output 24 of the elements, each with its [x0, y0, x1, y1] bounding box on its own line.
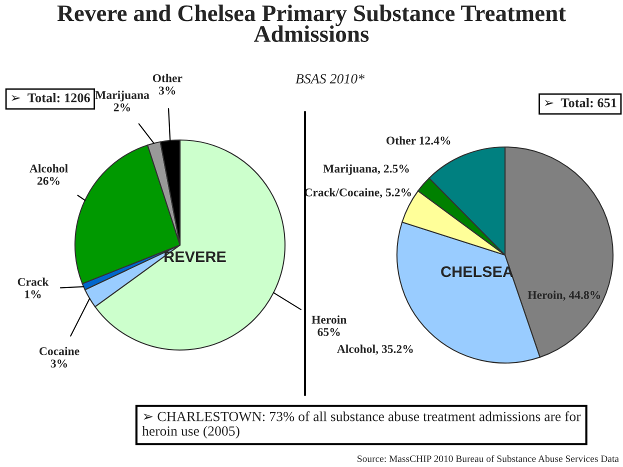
source-note: Source: MassCHIP 2010 Bureau of Substance Abuse Services Data	[358, 455, 619, 462]
slice-label: Crack	[18, 278, 49, 286]
slice-label: Heroin	[312, 315, 347, 324]
data-label: 1%	[25, 290, 41, 298]
slice-label: Heroin, 44.8%	[528, 290, 600, 301]
text: ➢ Total: 1206	[11, 93, 90, 102]
text: ➢ Total: 651	[544, 98, 616, 108]
slice-label: Marijuana	[95, 90, 150, 102]
data-label: 2%	[114, 103, 130, 112]
data-label: 26%	[37, 176, 60, 185]
text: ➢ CHARLESTOWN: 73% of all substance abuse treatment admissions are for heroin use (2005)	[142, 411, 581, 439]
slice-label: Other 12.4%	[386, 136, 450, 145]
slice-label: Alcohol, 35.2%	[336, 344, 413, 355]
slice-label: Crack/Cocaine, 5.2%	[304, 188, 411, 198]
text: REVERE	[164, 251, 226, 262]
data-label: 65%	[318, 328, 340, 336]
slice-label: Marijuana, 2.5%	[323, 164, 409, 176]
chart-subtitle: BSAS 2010*	[296, 74, 365, 84]
slice-label: Cocaine	[40, 346, 80, 356]
data-label: 3%	[158, 86, 176, 95]
chart-title: Revere and Chelsea Primary Substance Treatment Admissions	[57, 4, 566, 42]
slice-label: Alcohol	[30, 164, 68, 172]
data-label: 3%	[50, 360, 67, 368]
slice-label: Other	[152, 74, 182, 82]
